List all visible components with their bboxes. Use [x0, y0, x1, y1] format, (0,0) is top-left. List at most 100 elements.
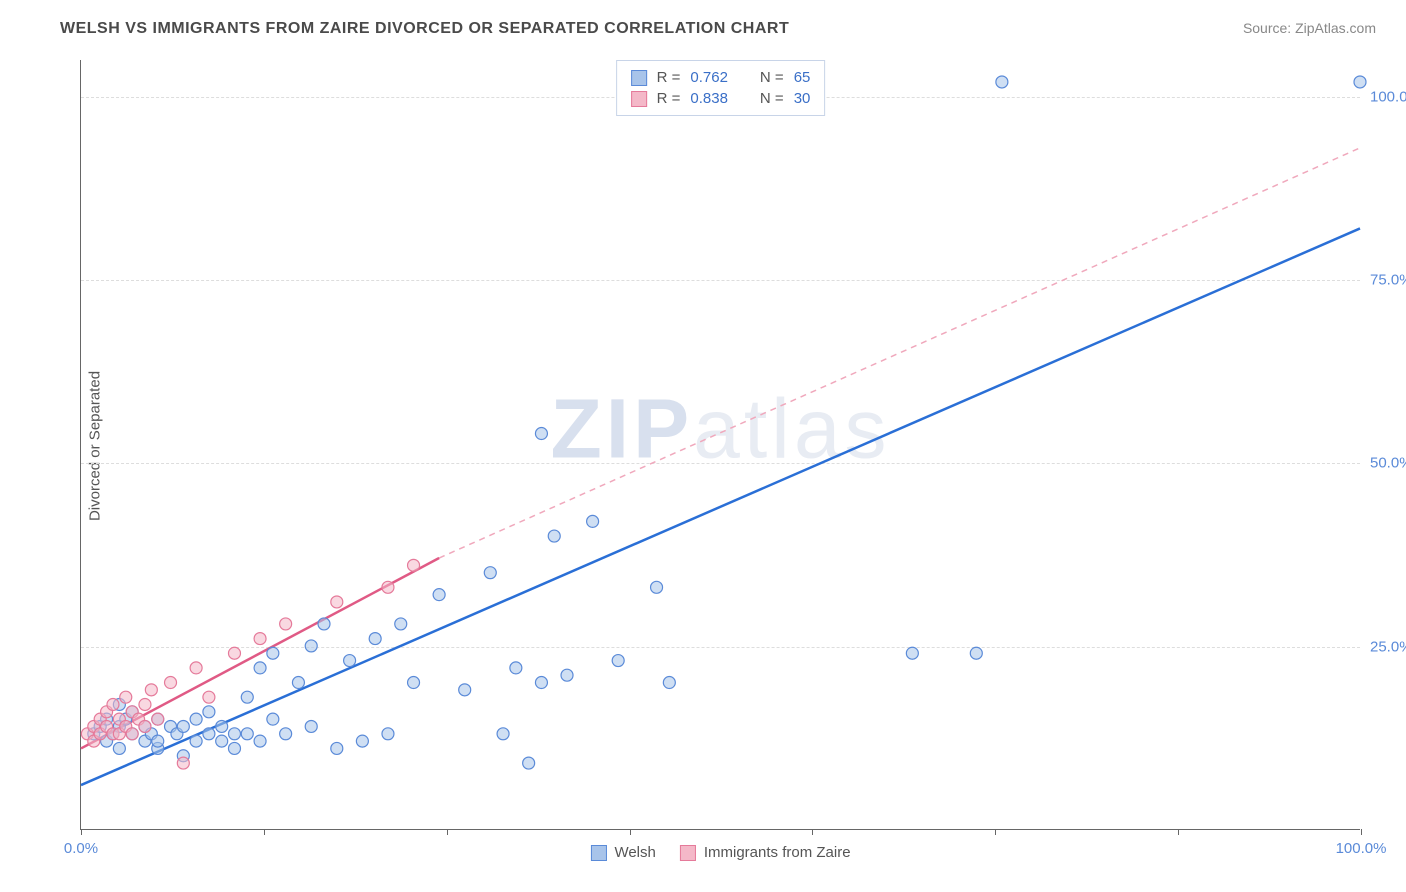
x-tick — [812, 829, 813, 835]
data-point — [267, 647, 279, 659]
data-point — [203, 706, 215, 718]
stats-legend: R = 0.762 N = 65 R = 0.838 N = 30 — [616, 60, 826, 116]
data-point — [145, 684, 157, 696]
data-point — [165, 677, 177, 689]
data-point — [177, 757, 189, 769]
data-point — [535, 428, 547, 440]
data-point — [459, 684, 471, 696]
data-point — [292, 677, 304, 689]
data-point — [484, 567, 496, 579]
data-point — [254, 662, 266, 674]
data-point — [331, 742, 343, 754]
x-tick — [264, 829, 265, 835]
legend-swatch — [680, 845, 696, 861]
data-point — [139, 699, 151, 711]
data-point — [523, 757, 535, 769]
data-point — [241, 728, 253, 740]
data-point — [344, 655, 356, 667]
data-point — [369, 633, 381, 645]
legend-swatch — [631, 91, 647, 107]
x-tick — [630, 829, 631, 835]
data-point — [120, 691, 132, 703]
data-point — [382, 581, 394, 593]
data-point — [408, 677, 420, 689]
data-point — [113, 742, 125, 754]
n-value: 30 — [794, 90, 811, 107]
data-point — [305, 640, 317, 652]
stats-legend-row: R = 0.762 N = 65 — [631, 67, 811, 88]
series-legend-label: Immigrants from Zaire — [704, 844, 851, 861]
source-attribution: Source: ZipAtlas.com — [1243, 20, 1376, 36]
plot-area: ZIPatlas 25.0%50.0%75.0%100.0% 0.0%100.0… — [80, 60, 1360, 830]
r-label: R = — [657, 90, 681, 107]
data-point — [906, 647, 918, 659]
chart-title: WELSH VS IMMIGRANTS FROM ZAIRE DIVORCED … — [60, 20, 1376, 38]
data-point — [612, 655, 624, 667]
x-tick — [1178, 829, 1179, 835]
x-tick — [81, 829, 82, 835]
data-point — [190, 735, 202, 747]
x-tick — [1361, 829, 1362, 835]
r-value: 0.762 — [690, 69, 728, 86]
data-point — [548, 530, 560, 542]
data-point — [663, 677, 675, 689]
data-point — [408, 559, 420, 571]
data-point — [216, 735, 228, 747]
data-point — [1354, 76, 1366, 88]
data-point — [216, 720, 228, 732]
data-point — [510, 662, 522, 674]
data-point — [280, 728, 292, 740]
data-point — [241, 691, 253, 703]
data-point — [228, 742, 240, 754]
r-label: R = — [657, 69, 681, 86]
data-point — [651, 581, 663, 593]
data-point — [190, 662, 202, 674]
data-point — [203, 728, 215, 740]
data-point — [228, 647, 240, 659]
n-label: N = — [760, 90, 784, 107]
data-point — [395, 618, 407, 630]
data-point — [254, 633, 266, 645]
y-tick-label: 25.0% — [1370, 638, 1406, 655]
data-point — [382, 728, 394, 740]
legend-swatch — [631, 70, 647, 86]
plot-svg — [81, 60, 1360, 829]
legend-swatch — [590, 845, 606, 861]
data-point — [152, 713, 164, 725]
series-legend-label: Welsh — [614, 844, 655, 861]
series-legend: Welsh Immigrants from Zaire — [590, 844, 850, 861]
data-point — [535, 677, 547, 689]
x-tick — [995, 829, 996, 835]
n-value: 65 — [794, 69, 811, 86]
y-tick-label: 100.0% — [1370, 88, 1406, 105]
data-point — [228, 728, 240, 740]
data-point — [497, 728, 509, 740]
r-value: 0.838 — [690, 90, 728, 107]
data-point — [587, 515, 599, 527]
stats-legend-row: R = 0.838 N = 30 — [631, 88, 811, 109]
data-point — [970, 647, 982, 659]
series-legend-item: Immigrants from Zaire — [680, 844, 851, 861]
data-point — [318, 618, 330, 630]
regression-line — [81, 228, 1360, 785]
data-point — [267, 713, 279, 725]
data-point — [177, 720, 189, 732]
data-point — [996, 76, 1008, 88]
x-tick-label: 0.0% — [64, 840, 98, 857]
chart-container: WELSH VS IMMIGRANTS FROM ZAIRE DIVORCED … — [0, 0, 1406, 892]
x-tick — [447, 829, 448, 835]
data-point — [152, 735, 164, 747]
data-point — [203, 691, 215, 703]
data-point — [190, 713, 202, 725]
x-tick-label: 100.0% — [1336, 840, 1387, 857]
data-point — [561, 669, 573, 681]
data-point — [139, 720, 151, 732]
data-point — [356, 735, 368, 747]
data-point — [107, 699, 119, 711]
data-point — [305, 720, 317, 732]
data-point — [433, 589, 445, 601]
data-point — [331, 596, 343, 608]
n-label: N = — [760, 69, 784, 86]
data-point — [254, 735, 266, 747]
y-tick-label: 50.0% — [1370, 455, 1406, 472]
